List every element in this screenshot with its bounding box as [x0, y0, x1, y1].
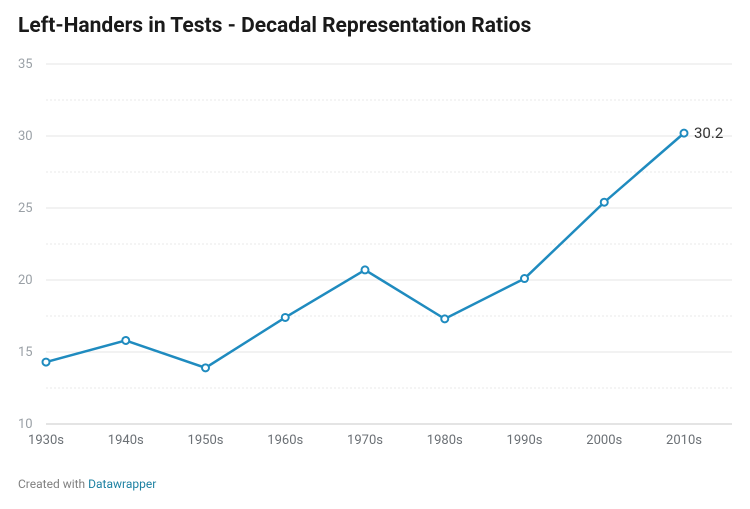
series-marker — [441, 315, 448, 322]
credit-link[interactable]: Datawrapper — [88, 477, 156, 491]
x-tick-label: 1930s — [28, 433, 64, 448]
series-marker — [521, 275, 528, 282]
series-marker — [43, 359, 50, 366]
x-tick-label: 1990s — [507, 433, 543, 448]
y-tick-label: 30 — [18, 129, 33, 144]
line-chart: 10 15 20 25 30 35 1930s 1940s 1950s 1960s 1970s 198… — [18, 52, 732, 452]
series-marker — [681, 130, 688, 137]
x-tick-label: 1950s — [188, 433, 224, 448]
series-marker — [362, 266, 369, 273]
credit-prefix: Created with — [18, 477, 88, 491]
series-line — [46, 133, 684, 368]
chart-area: 10 15 20 25 30 35 1930s 1940s 1950s 1960s 1970s 198… — [18, 52, 732, 452]
series-marker — [122, 337, 129, 344]
series-marker — [202, 364, 209, 371]
y-tick-label: 25 — [18, 201, 33, 216]
series-end-label: 30.2 — [694, 124, 723, 142]
y-tick-label: 20 — [18, 273, 33, 288]
x-tick-label: 1940s — [108, 433, 144, 448]
y-tick-label: 10 — [18, 417, 33, 432]
y-tick-label: 15 — [18, 345, 33, 360]
series-marker — [282, 314, 289, 321]
chart-title: Left-Handers in Tests - Decadal Represen… — [18, 14, 732, 38]
x-tick-label: 1960s — [267, 433, 303, 448]
x-tick-label: 2010s — [666, 433, 702, 448]
series-marker — [601, 199, 608, 206]
credit-line: Created with Datawrapper — [18, 477, 156, 491]
x-tick-label: 1970s — [347, 433, 383, 448]
chart-container: Left-Handers in Tests - Decadal Represen… — [0, 0, 750, 509]
x-tick-label: 2000s — [586, 433, 622, 448]
y-tick-label: 35 — [18, 57, 33, 72]
x-tick-label: 1980s — [427, 433, 463, 448]
